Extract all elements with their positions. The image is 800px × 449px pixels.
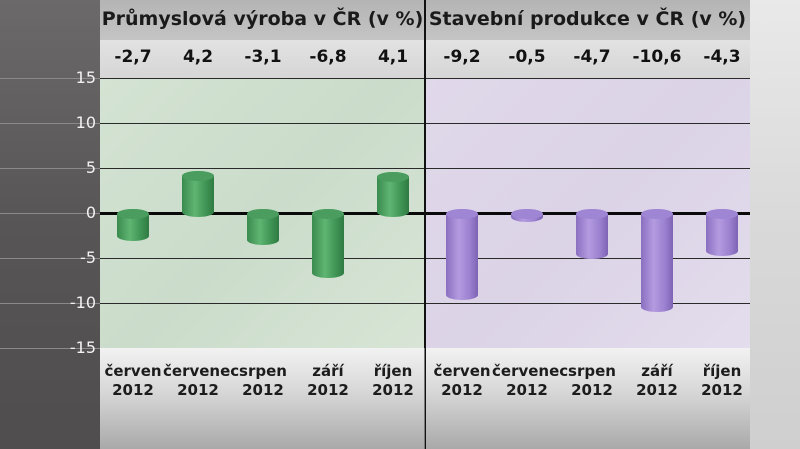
bar-září [312, 209, 344, 279]
bar-červen [117, 209, 149, 242]
value-label: -4,7 [573, 47, 611, 67]
panel-divider [424, 0, 426, 449]
bar-cap [641, 209, 673, 219]
value-label: -3,1 [244, 47, 282, 67]
bar-cap [446, 209, 478, 219]
bar-červen [446, 209, 478, 300]
value-label: 4,1 [377, 47, 409, 67]
y-tick-line [0, 78, 100, 79]
y-tick-label: 10 [75, 113, 96, 132]
x-label: červen 2012 [433, 362, 491, 399]
value-label: -6,8 [309, 47, 347, 67]
left-background-strip [0, 0, 100, 449]
value-label: 4,2 [182, 47, 214, 67]
bar-červenec [511, 209, 543, 222]
y-tick-line [0, 258, 100, 259]
y-tick-line [0, 348, 100, 349]
x-label: srpen 2012 [568, 362, 616, 399]
gridline [100, 78, 425, 79]
bar-cap [117, 209, 149, 219]
y-tick-label: -15 [69, 338, 96, 357]
bar-cap [706, 209, 738, 219]
x-label: červenec 2012 [163, 362, 240, 399]
value-label: -2,7 [114, 47, 152, 67]
bar-srpen [576, 209, 608, 260]
bar-cap [247, 209, 279, 219]
industrial-chart-title: Průmyslová výroba v ČR (v %) [101, 8, 424, 30]
bar-cap [511, 209, 543, 219]
gridline [100, 258, 425, 259]
bar-cap [182, 171, 214, 182]
gridline [100, 123, 425, 124]
value-label: -10,6 [632, 47, 682, 67]
x-label: září 2012 [636, 362, 678, 399]
gridline [425, 303, 750, 304]
y-tick-line [0, 123, 100, 124]
y-tick-line [0, 213, 100, 214]
bar-říjen [706, 209, 738, 256]
y-tick-label: -10 [69, 293, 96, 312]
bar-říjen [377, 172, 409, 217]
y-tick-label: 15 [75, 68, 96, 87]
y-tick-label: 5 [85, 158, 96, 177]
bar-srpen [247, 209, 279, 245]
footer-divider [424, 348, 425, 449]
plot-area-construction [425, 78, 750, 349]
value-label: -0,5 [508, 47, 546, 67]
bar-cap [312, 209, 344, 219]
y-tick-label: 0 [85, 203, 96, 222]
gridline [100, 303, 425, 304]
value-label: -4,3 [703, 47, 741, 67]
plot-area-industrial [100, 78, 425, 349]
bar-září [641, 209, 673, 313]
x-label: říjen 2012 [701, 362, 743, 399]
gridline [425, 168, 750, 169]
x-label: červenec 2012 [492, 362, 569, 399]
construction-chart-title: Stavební produkce v ČR (v %) [428, 8, 747, 30]
x-label: srpen 2012 [239, 362, 287, 399]
bar-červenec [182, 171, 214, 217]
x-label: září 2012 [307, 362, 349, 399]
y-tick-line [0, 168, 100, 169]
x-label: říjen 2012 [372, 362, 414, 399]
value-label: -9,2 [443, 47, 481, 67]
bar-cap [377, 172, 409, 183]
gridline [425, 123, 750, 124]
y-tick-line [0, 303, 100, 304]
gridline [100, 168, 425, 169]
gridline [425, 78, 750, 79]
bar-cap [576, 209, 608, 219]
right-background-strip [750, 0, 800, 449]
x-label: červen 2012 [104, 362, 162, 399]
y-tick-label: -5 [80, 248, 96, 267]
